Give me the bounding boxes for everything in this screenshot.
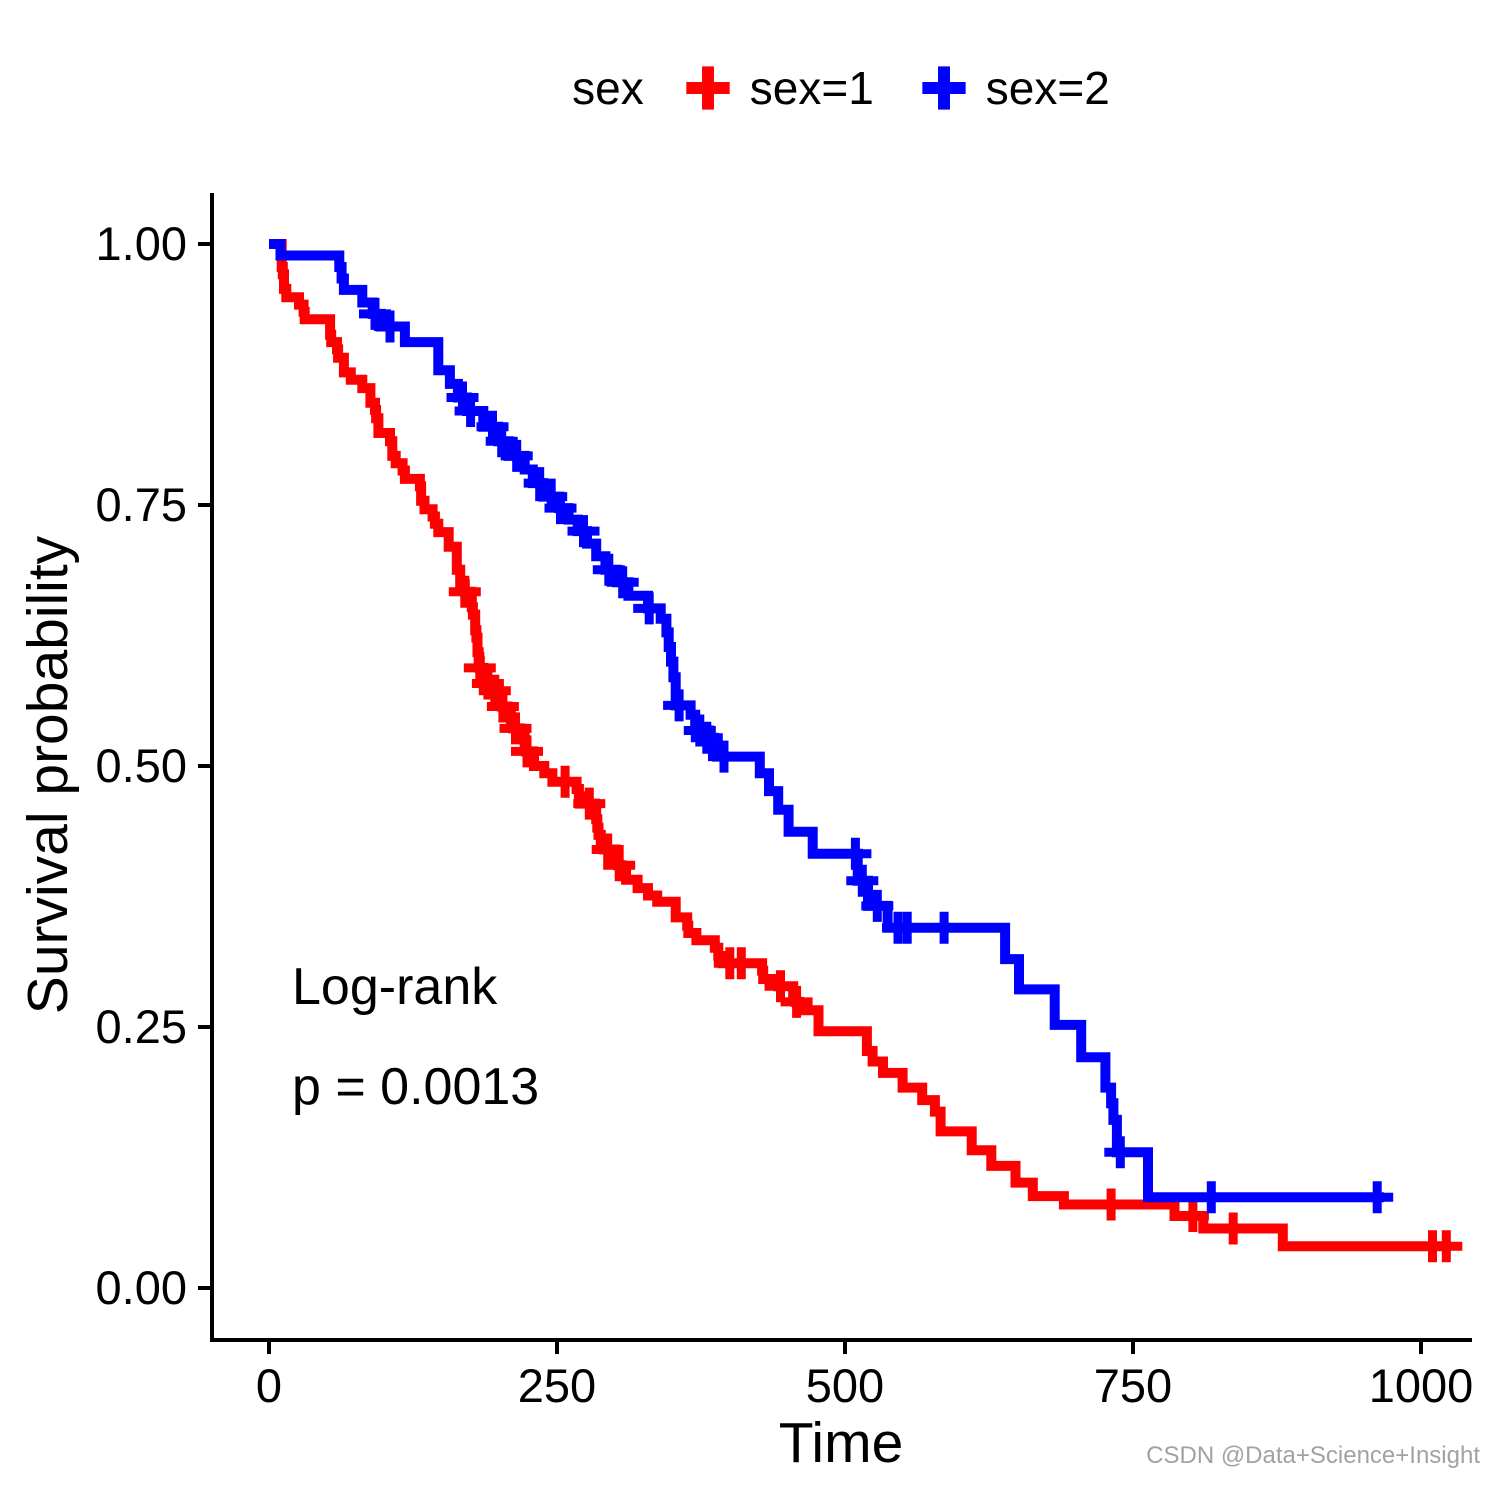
survival-curve-sex2	[269, 239, 1385, 1203]
y-tick-label: 1.00	[96, 217, 187, 270]
x-tick-label: 500	[806, 1359, 884, 1412]
legend-label-sex1: sex=1	[749, 62, 874, 114]
pvalue-annotation: p = 0.0013	[292, 1058, 540, 1116]
censor-plus-icon-sex1	[686, 66, 730, 110]
legend-item-sex2: sex=2	[918, 61, 1110, 115]
y-tick-label: 0.75	[96, 478, 187, 531]
watermark: CSDN @Data+Science+Insight	[1146, 1442, 1480, 1469]
y-tick-label: 0.00	[96, 1261, 187, 1314]
x-tick-label: 1000	[1369, 1359, 1474, 1412]
legend-item-sex1: sex=1	[682, 61, 874, 115]
censor-marks-sex2	[359, 297, 1394, 1214]
y-tick-label: 0.50	[96, 739, 187, 792]
censor-plus-icon-sex2	[922, 66, 966, 110]
censor-marks-sex1	[448, 575, 1463, 1263]
legend-label-sex2: sex=2	[985, 62, 1110, 114]
y-axis-title: Survival probability	[16, 535, 80, 1015]
x-tick-label: 250	[518, 1359, 596, 1412]
legend-title: sex	[572, 62, 644, 114]
x-tick-label: 750	[1094, 1359, 1172, 1412]
logrank-annotation: Log-rank	[292, 958, 498, 1016]
x-axis-title: Time	[778, 1411, 904, 1475]
x-tick-label: 0	[256, 1359, 282, 1412]
legend: sex sex=1 sex=2	[212, 58, 1470, 118]
y-tick-label: 0.25	[96, 1000, 187, 1053]
